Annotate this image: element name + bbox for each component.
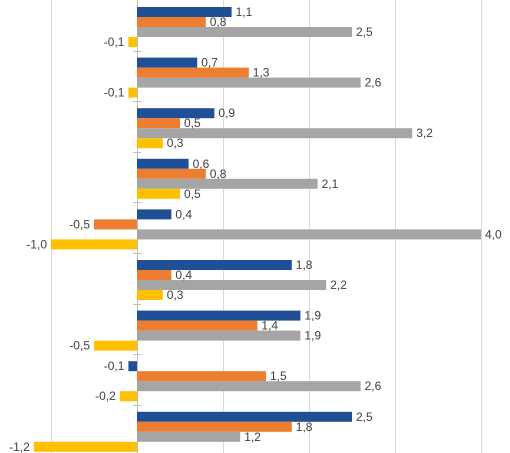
- bar-s2-g1: [137, 17, 206, 27]
- bar-s3-g4: [137, 178, 318, 189]
- bar-s1-g1: [137, 7, 232, 17]
- bar-s2-g5: [94, 219, 137, 230]
- data-label: 1,4: [261, 319, 278, 333]
- data-label: -0,5: [69, 339, 90, 353]
- bar-s1-g7: [137, 310, 301, 321]
- data-label: -0,1: [104, 35, 125, 49]
- data-label: 0,8: [210, 15, 227, 29]
- bar-s4-g3: [137, 138, 163, 149]
- bar-s4-g4: [137, 188, 180, 199]
- data-label: -0,1: [104, 359, 125, 373]
- data-label: 0,7: [201, 56, 218, 70]
- bar-s1-g6: [137, 260, 292, 270]
- bar-s3-g8: [137, 381, 361, 392]
- bar-s4-g6: [137, 290, 163, 300]
- data-label: 0,3: [167, 136, 184, 150]
- bar-s4-g9: [33, 441, 137, 452]
- bar-s1-g9: [137, 411, 352, 422]
- bar-s3-g7: [137, 330, 301, 341]
- data-label: 1,2: [244, 430, 261, 444]
- data-label: 0,4: [175, 207, 192, 221]
- data-label: 1,8: [296, 420, 313, 434]
- data-label: 2,5: [356, 410, 373, 424]
- bar-s3-g3: [137, 128, 413, 139]
- data-label: 0,6: [193, 157, 210, 171]
- data-label: 1,3: [253, 66, 270, 80]
- bar-s1-g3: [137, 108, 215, 119]
- bar-s2-g4: [137, 168, 206, 179]
- data-label: 2,2: [330, 278, 347, 292]
- bars: [33, 7, 481, 452]
- data-label: 1,8: [296, 258, 313, 272]
- data-label: 2,1: [322, 177, 339, 191]
- bar-s3-g6: [137, 280, 327, 290]
- bar-s2-g9: [137, 421, 292, 432]
- data-label: 3,2: [416, 126, 433, 140]
- bar-s3-g9: [137, 431, 241, 442]
- data-label: 0,5: [184, 187, 201, 201]
- data-label: -1,2: [9, 440, 30, 453]
- data-label: 2,5: [356, 25, 373, 39]
- bar-s4-g8: [119, 391, 137, 402]
- data-labels: 1,10,82,5-0,10,71,32,6-0,10,90,53,20,30,…: [9, 5, 502, 453]
- bar-s2-g6: [137, 270, 172, 280]
- bar-s1-g5: [137, 209, 172, 220]
- data-label: 0,4: [175, 268, 192, 282]
- data-label: 0,9: [218, 106, 235, 120]
- data-label: 1,9: [304, 309, 321, 323]
- bar-s4-g7: [94, 340, 137, 351]
- bar-s1-g4: [137, 158, 189, 169]
- bar-s4-g5: [51, 239, 137, 250]
- bar-s4-g1: [128, 37, 137, 47]
- data-label: -1,0: [26, 237, 47, 251]
- data-label: 2,6: [365, 379, 382, 393]
- bar-s2-g3: [137, 118, 180, 129]
- bar-s3-g1: [137, 27, 352, 37]
- data-label: 1,9: [304, 329, 321, 343]
- bar-s1-g8: [128, 361, 137, 372]
- data-label: -0,1: [104, 86, 125, 100]
- data-label: 0,3: [167, 288, 184, 302]
- bar-s1-g2: [137, 57, 198, 68]
- bar-s2-g2: [137, 67, 249, 78]
- bar-s3-g5: [137, 229, 481, 240]
- bar-s4-g2: [128, 87, 137, 98]
- data-label: 2,6: [365, 76, 382, 90]
- data-label: 4,0: [485, 227, 502, 241]
- bar-s2-g8: [137, 371, 266, 382]
- data-label: 0,5: [184, 116, 201, 130]
- data-label: 1,1: [236, 5, 253, 19]
- bar-s3-g2: [137, 77, 361, 88]
- bar-s2-g7: [137, 320, 258, 331]
- data-label: -0,2: [95, 389, 116, 403]
- data-label: 1,5: [270, 369, 287, 383]
- data-label: 0,8: [210, 167, 227, 181]
- data-label: -0,5: [69, 217, 90, 231]
